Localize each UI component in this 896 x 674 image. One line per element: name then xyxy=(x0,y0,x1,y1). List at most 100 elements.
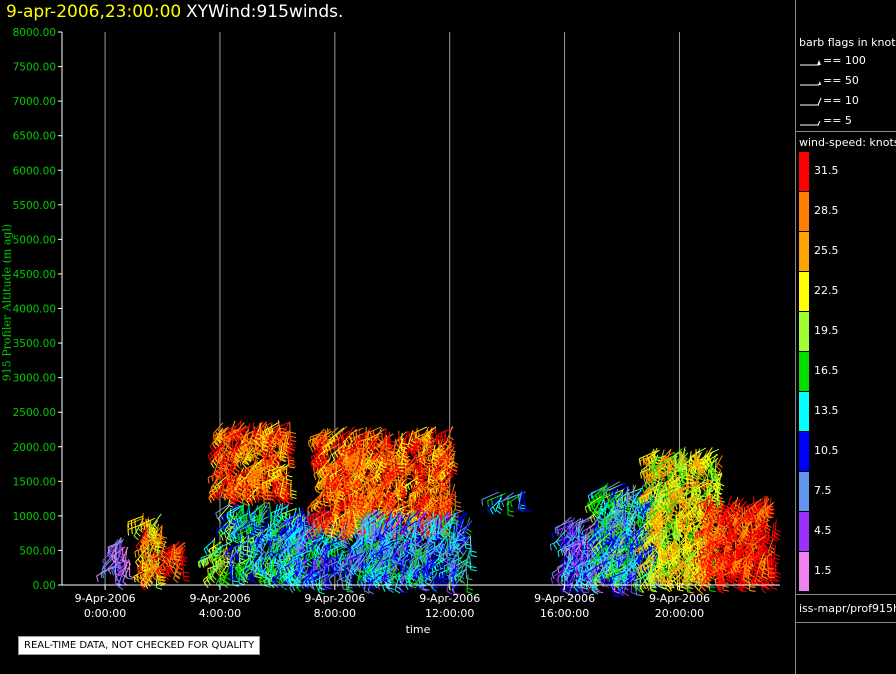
x-tick-time: 8:00:00 xyxy=(314,607,356,620)
speed-bin-label: 31.5 xyxy=(814,164,839,177)
y-tick-label: 2000.00 xyxy=(13,442,56,454)
wind-barb xyxy=(466,574,473,595)
speed-color-swatch xyxy=(799,272,809,311)
x-tick-time: 20:00:00 xyxy=(655,607,704,620)
date-title: 9-apr-2006,23:00:00 xyxy=(6,2,182,22)
legend-panel: barb flags in knots == 100 == 50 == 10 == 5… xyxy=(795,0,896,674)
wind-barb xyxy=(111,546,126,563)
wind-profile-chart: 0.00 500.00 1000.00 1500.00 2000.00 2500.00 30… xyxy=(13,27,781,620)
y-tick-label: 5000.00 xyxy=(13,234,56,246)
barb-flag-icon xyxy=(800,60,821,66)
wind-barb xyxy=(164,561,175,581)
wind-barb xyxy=(153,560,168,580)
wind-barb xyxy=(212,422,224,439)
barb-flag-row: == 50 xyxy=(799,74,859,88)
x-tick-date: 9-Apr-2006 xyxy=(419,592,480,605)
speed-color-swatch xyxy=(799,432,809,471)
wind-barb xyxy=(127,522,146,536)
y-axis-label: 915 Profiler Altitude (m agl) xyxy=(0,223,14,382)
wind-barb xyxy=(102,547,116,567)
speed-bin-label: 7.5 xyxy=(814,484,832,497)
barb-flag-label: == 5 xyxy=(823,114,852,127)
y-tick-label: 7000.00 xyxy=(13,96,56,108)
wind-barb xyxy=(144,539,152,560)
wind-barb xyxy=(117,570,124,590)
speed-color-swatch xyxy=(799,232,809,271)
y-tick-label: 1500.00 xyxy=(13,476,56,488)
x-tick-time: 4:00:00 xyxy=(199,607,241,620)
speed-bin-label: 25.5 xyxy=(814,244,839,257)
wind-barb xyxy=(210,565,219,583)
barb-legend-header: barb flags in knots xyxy=(799,36,896,49)
data-source-label: iss-mapr/prof915h xyxy=(799,602,896,615)
wind-barb xyxy=(454,491,462,512)
x-tick-date: 9-Apr-2006 xyxy=(534,592,595,605)
speed-bin-label: 13.5 xyxy=(814,404,839,417)
speed-color-swatch xyxy=(799,392,809,431)
barb-flag-label: == 50 xyxy=(823,74,859,87)
x-tick-time: 16:00:00 xyxy=(540,607,589,620)
wind-barb xyxy=(148,520,156,540)
speed-color-swatch xyxy=(799,192,809,231)
wind-barb xyxy=(118,559,128,578)
wind-barb xyxy=(200,552,215,564)
y-tick-label: 7500.00 xyxy=(13,62,56,74)
x-tick-date: 9-Apr-2006 xyxy=(75,592,136,605)
speed-color-swatch xyxy=(799,352,809,391)
speed-color-swatch xyxy=(799,152,809,191)
wind-barb xyxy=(168,548,177,569)
wind-barb xyxy=(127,515,144,528)
y-tick-label: 8000.00 xyxy=(13,27,56,39)
y-tick-label: 6500.00 xyxy=(13,131,56,143)
y-tick-label: 4500.00 xyxy=(13,269,56,281)
barb-flag-icon xyxy=(800,97,822,106)
x-tick-time: 0:00:00 xyxy=(84,607,126,620)
speed-bin-label: 16.5 xyxy=(814,364,839,377)
speed-bin-label: 10.5 xyxy=(814,444,839,457)
speed-color-swatch xyxy=(799,512,809,551)
y-tick-label: 3000.00 xyxy=(13,373,56,385)
wind-barb xyxy=(772,544,781,564)
barb-flag-row: == 10 xyxy=(799,94,859,108)
speed-bin-label: 19.5 xyxy=(814,324,839,337)
speed-bin-label: 1.5 xyxy=(814,564,832,577)
chart-title: XYWind:915winds. xyxy=(186,2,344,22)
speed-bin-label: 4.5 xyxy=(814,524,832,537)
legend-divider xyxy=(796,594,896,595)
legend-divider xyxy=(796,622,896,623)
wind-barbs xyxy=(96,419,781,598)
wind-barb xyxy=(173,542,186,558)
barb-flag-icon xyxy=(800,120,821,126)
wind-barb xyxy=(180,546,188,567)
wind-barb xyxy=(152,550,170,565)
speed-bin-label: 22.5 xyxy=(814,284,839,297)
wind-barb xyxy=(121,547,130,564)
barb-flag-icon xyxy=(800,81,821,86)
speed-color-swatch xyxy=(799,312,809,351)
barb-flag-label: == 10 xyxy=(823,94,859,107)
y-tick-label: 0.00 xyxy=(33,580,56,592)
y-tick-label: 4000.00 xyxy=(13,304,56,316)
wind-barb xyxy=(767,497,776,518)
y-tick-label: 5500.00 xyxy=(13,200,56,212)
wind-barb xyxy=(469,555,477,572)
speed-color-swatch xyxy=(799,552,809,591)
wind-barb xyxy=(102,566,117,579)
wind-barb xyxy=(203,539,216,555)
y-tick-label: 1000.00 xyxy=(13,511,56,523)
wind-barb xyxy=(215,556,227,576)
y-tick-label: 6000.00 xyxy=(13,165,56,177)
barb-flag-label: == 100 xyxy=(823,54,866,67)
speed-bin-label: 28.5 xyxy=(814,204,839,217)
y-tick-label: 500.00 xyxy=(19,545,56,557)
wind-barb xyxy=(133,518,144,541)
speed-legend-header: wind-speed: knots xyxy=(799,136,896,149)
x-axis-label: time xyxy=(405,623,431,636)
y-tick-label: 2500.00 xyxy=(13,407,56,419)
wind-barb xyxy=(146,566,159,587)
wind-barb xyxy=(116,545,123,567)
quality-notice: REAL-TIME DATA, NOT CHECKED FOR QUALITY xyxy=(18,636,261,655)
x-tick-date: 9-Apr-2006 xyxy=(189,592,250,605)
barb-flag-row: == 5 xyxy=(799,114,852,128)
x-tick-time: 12:00:00 xyxy=(425,607,474,620)
